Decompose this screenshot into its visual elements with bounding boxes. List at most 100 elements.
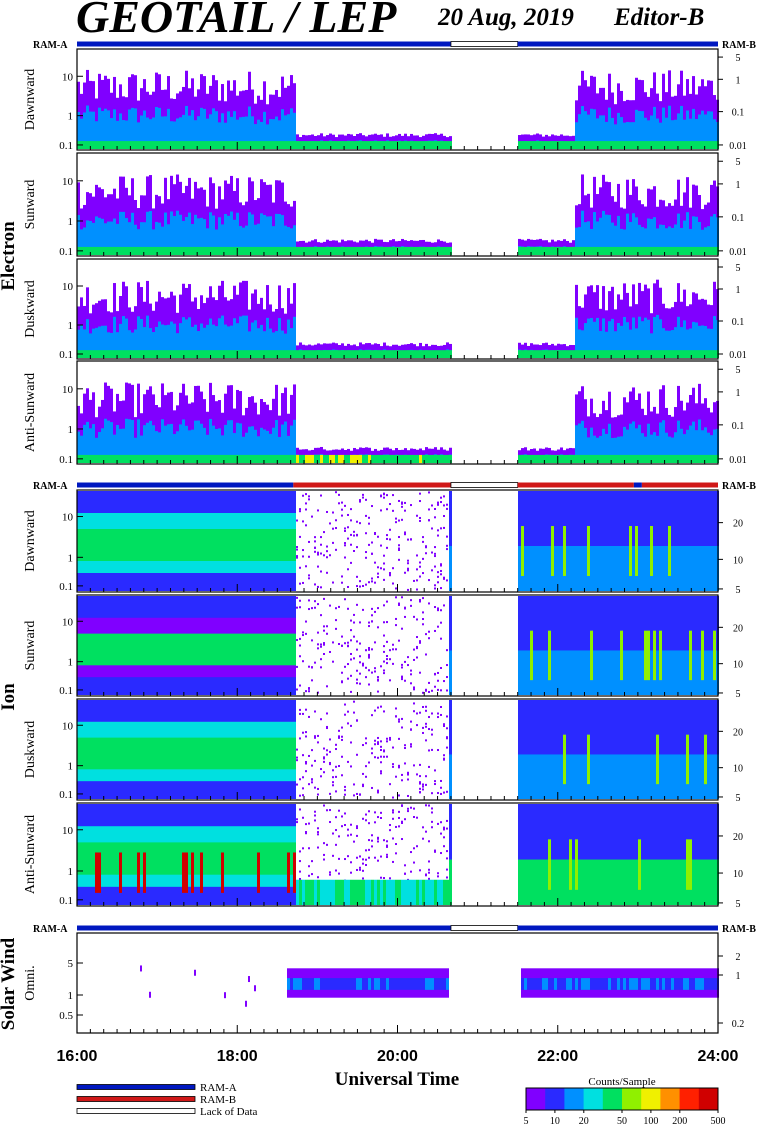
left-tick-label: 0.1: [59, 581, 73, 593]
legend-label: RAM-B: [200, 1094, 236, 1106]
left-tick-label: 10: [62, 825, 74, 837]
right-tick-label: 0.1: [732, 317, 745, 328]
colorbar-swatch: [583, 1088, 604, 1110]
left-tick-label: 1: [68, 866, 74, 878]
legend-swatch: [76, 1096, 196, 1102]
right-tick-label: 1: [736, 75, 741, 86]
left-tick-label: 0.1: [59, 685, 73, 697]
right-tick-label: 5: [736, 689, 741, 700]
colorbar-swatch: [698, 1088, 719, 1110]
left-tick-label: 0.1: [59, 140, 73, 152]
left-tick-label: 0.5: [59, 1010, 73, 1022]
right-tick-label: 10: [733, 555, 743, 566]
legend-label: RAM-A: [200, 1082, 237, 1094]
figure-title: GEOTAIL / LEP: [76, 0, 397, 42]
figure-date: 20 Aug, 2019: [438, 4, 574, 31]
panel-sunward-ele: Sunward 10 1 0.1 5 1 0.1 0.01: [23, 152, 747, 258]
left-tick-label: 1: [68, 990, 74, 1002]
panel-ylabel: Duskward: [23, 721, 38, 779]
right-tick-label: 5: [736, 53, 741, 64]
left-tick-label: 1: [68, 216, 74, 228]
colorbar-title: Counts/Sample: [588, 1076, 655, 1088]
right-tick-label: 1: [736, 180, 741, 191]
left-tick-label: 0.1: [59, 895, 73, 907]
mode-ram-b-segment: [641, 482, 718, 488]
mode-ram-a-segment: [77, 925, 451, 931]
ram-b-label: RAM-B: [722, 40, 756, 51]
left-tick-label: 1: [68, 424, 74, 436]
left-tick-label: 10: [62, 281, 74, 293]
left-tick-label: 1: [68, 552, 74, 564]
right-tick-label: 1: [736, 971, 741, 982]
right-tick-label: 0.2: [732, 1019, 745, 1030]
right-tick-label: 5: [736, 585, 741, 596]
panel-ylabel: Duskward: [23, 280, 38, 338]
left-tick-label: 0.1: [59, 246, 73, 258]
x-tick-label: 22:00: [537, 1048, 578, 1065]
panel-sunward-ion: Sunward 10 1 0.1 20 10 5: [23, 594, 743, 700]
left-tick-label: 0.1: [59, 789, 73, 801]
panel-ylabel: Sunward: [23, 621, 38, 671]
right-tick-label: 0.1: [732, 213, 745, 224]
mode-ram-a-segment: [77, 41, 451, 47]
ram-b-label: RAM-B: [722, 481, 756, 492]
figure-editor: Editor-B: [614, 4, 705, 31]
mode-ram-b-segment: [293, 482, 451, 488]
electron-group-label: Electron: [0, 221, 19, 291]
solar-wind-mode-bar: RAM-A RAM-B: [33, 924, 756, 935]
x-tick-label: 20:00: [377, 1048, 418, 1065]
panel-anti-sunward-ion: Anti-Sunward 10 1 0.1 20 10 5: [23, 802, 743, 910]
ram-a-label: RAM-A: [33, 40, 68, 51]
right-tick-label: 0.01: [729, 141, 747, 152]
left-tick-label: 0.1: [59, 454, 73, 466]
electron-mode-bar: RAM-A RAM-B: [33, 40, 756, 51]
right-tick-label: 20: [733, 519, 743, 530]
panel-anti-sunward-ele: Anti-Sunward 10 1 0.1 5 1 0.1 0.01: [23, 360, 747, 466]
panel-ylabel: Anti-Sunward: [23, 815, 38, 894]
left-tick-label: 10: [62, 720, 74, 732]
panel-dawnward-ele: Dawnward 10 1 0.1 5 1 0.1 0.01: [23, 48, 747, 152]
panel-ylabel: Anti-Sunward: [23, 373, 38, 452]
colorbar-tick-label: 5: [524, 1116, 529, 1127]
right-tick-label: 20: [733, 832, 743, 843]
mode-gap-segment: [450, 482, 519, 488]
colorbar: Counts/Sample 5 10 20 50 100 200 500: [524, 1076, 726, 1127]
right-tick-label: 5: [736, 263, 741, 274]
ram-a-label: RAM-A: [33, 481, 68, 492]
left-tick-label: 10: [62, 71, 74, 83]
left-tick-label: 10: [62, 176, 74, 188]
mode-ram-b-segment: [517, 482, 634, 488]
legend-label: Lack of Data: [200, 1106, 258, 1118]
legend-swatch: [76, 1108, 196, 1114]
right-tick-label: 1: [736, 285, 741, 296]
colorbar-tick-label: 200: [672, 1116, 687, 1127]
left-tick-label: 1: [68, 761, 74, 773]
left-tick-label: 10: [62, 512, 74, 524]
ram-a-label: RAM-A: [33, 924, 68, 935]
ion-group-label: Ion: [0, 683, 19, 711]
left-tick-label: 5: [68, 958, 74, 970]
panel-ylabel: Dawnward: [23, 510, 38, 571]
right-tick-label: 10: [733, 660, 743, 671]
colorbar-swatch: [545, 1088, 565, 1110]
right-tick-label: 0.01: [729, 247, 747, 258]
left-tick-label: 10: [62, 384, 74, 396]
colorbar-tick-label: 500: [711, 1116, 726, 1127]
right-tick-label: 0.01: [729, 350, 747, 361]
right-tick-label: 20: [733, 727, 743, 738]
mode-ram-a-segment: [633, 482, 642, 488]
x-tick-label: 16:00: [57, 1048, 98, 1065]
ion-mode-bar: RAM-A RAM-B: [33, 481, 756, 492]
colorbar-swatch: [602, 1088, 623, 1110]
left-tick-label: 1: [68, 320, 74, 332]
mode-ram-a-segment: [517, 925, 718, 931]
left-tick-label: 1: [68, 657, 74, 669]
right-tick-label: 10: [733, 764, 743, 775]
mode-gap-segment: [450, 925, 519, 931]
colorbar-swatch: [641, 1088, 661, 1110]
colorbar-swatch: [526, 1088, 546, 1110]
left-tick-label: 0.1: [59, 349, 73, 361]
colorbar-swatch: [622, 1088, 642, 1110]
right-tick-label: 5: [736, 899, 741, 910]
